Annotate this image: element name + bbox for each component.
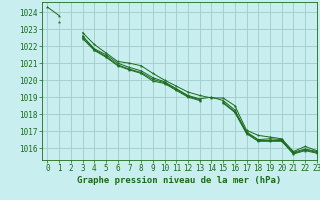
X-axis label: Graphe pression niveau de la mer (hPa): Graphe pression niveau de la mer (hPa) [77, 176, 281, 185]
